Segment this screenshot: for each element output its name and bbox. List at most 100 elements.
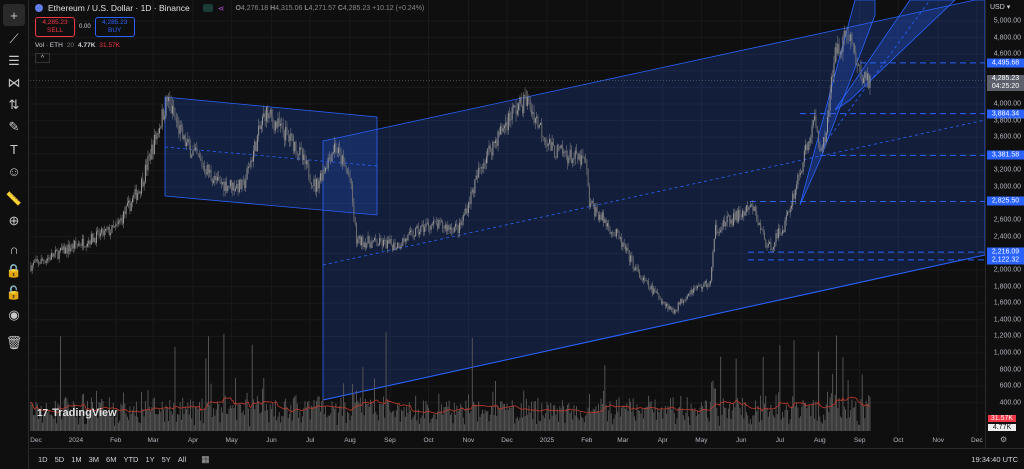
candle (355, 223, 357, 244)
candle (245, 179, 247, 188)
level-price-label[interactable]: 2,825.50 (987, 196, 1024, 206)
time-tick: Mar (617, 437, 629, 444)
range-button-3m[interactable]: 3M (88, 454, 100, 464)
candle (411, 230, 413, 232)
sell-button[interactable]: 4,285.23 SELL (35, 17, 75, 37)
candle (540, 122, 542, 125)
range-button-6m[interactable]: 6M (106, 454, 117, 464)
collapse-legend-button[interactable]: ^ (35, 53, 50, 63)
volume-bar (731, 410, 733, 431)
candle (34, 261, 36, 263)
candle (738, 209, 740, 222)
fib-icon[interactable]: ☰ (8, 53, 20, 68)
range-button-1m[interactable]: 1M (71, 454, 82, 464)
currency-select[interactable]: USD ▾ (990, 4, 1011, 11)
range-button-5d[interactable]: 5D (54, 454, 65, 464)
volume-bar (643, 418, 644, 431)
volume-bar (66, 398, 68, 431)
volume-bar (471, 337, 473, 431)
volume-bar (666, 413, 668, 431)
volume-bar (94, 414, 96, 431)
level-price-label[interactable]: 3,884.34 (987, 109, 1024, 119)
candle (461, 220, 463, 226)
trash-icon[interactable]: 🗑 (5, 335, 23, 350)
volume-bar (756, 411, 758, 431)
candle (675, 310, 677, 312)
time-tick: Aug (344, 437, 356, 444)
volume-bar (192, 401, 194, 431)
volume-bar (283, 401, 285, 431)
candle (763, 232, 765, 240)
date-range-icon[interactable]: ▦ (201, 453, 210, 464)
volume-bar (326, 417, 328, 431)
magnet-icon[interactable]: ∩ (9, 241, 19, 257)
brush-icon[interactable]: ✎ (8, 119, 20, 134)
price-axis[interactable]: USD ▾ 4,495.68 3,884.34 3,381.58 2,825.50 2,… (985, 0, 1024, 448)
candle (406, 238, 408, 241)
range-button-5y[interactable]: 5Y (161, 454, 171, 464)
candle (642, 277, 644, 281)
candle (125, 206, 127, 215)
range-button-ytd[interactable]: YTD (123, 454, 139, 464)
candle (90, 233, 92, 245)
candle (160, 127, 162, 129)
pattern-icon[interactable]: ⋈ (7, 75, 21, 90)
volume-bar (470, 411, 472, 431)
range-button-all[interactable]: All (177, 454, 187, 464)
volume-bar (301, 416, 303, 431)
candle (487, 148, 489, 157)
volume-bar (290, 404, 292, 431)
volume-bar (782, 411, 783, 431)
volume-bar (649, 402, 651, 431)
candle (533, 112, 535, 123)
volume-bar (776, 414, 778, 431)
candle (846, 34, 848, 36)
candle (520, 97, 522, 106)
volume-bar (67, 403, 69, 431)
level-price-label[interactable]: 3,381.58 (987, 150, 1024, 160)
candle (788, 211, 790, 213)
candle (326, 167, 328, 169)
volume-ma-line (30, 396, 871, 415)
eye-icon[interactable]: ◉ (8, 307, 20, 322)
unlock-icon[interactable]: 🔓 (5, 285, 23, 300)
candle (444, 224, 446, 229)
lock-drawing-icon[interactable]: 🔒 (5, 263, 23, 278)
symbol-title[interactable]: Ethereum / U.S. Dollar · 1D · Binance (48, 3, 190, 13)
volume-bar (644, 407, 646, 431)
volume-bar (138, 422, 140, 431)
candle (834, 47, 836, 64)
volume-bar (366, 404, 368, 431)
zoom-in-icon[interactable]: ⊕ (8, 213, 20, 228)
text-icon[interactable]: T (10, 141, 18, 157)
level-price-label[interactable]: 2,216.09 (987, 247, 1024, 257)
candle (325, 167, 327, 172)
level-price-label[interactable]: 2,122.32 (987, 255, 1024, 265)
candle (603, 212, 605, 223)
level-price-label[interactable]: 4,495.68 (987, 58, 1024, 68)
candle (726, 215, 728, 223)
trendline-icon[interactable]: ⟋ (9, 31, 19, 46)
volume-bar (779, 345, 781, 431)
range-button-1d[interactable]: 1D (38, 454, 48, 464)
range-button-1y[interactable]: 1Y (145, 454, 155, 464)
projection-icon[interactable]: ⇅ (8, 97, 20, 112)
price-chart[interactable] (30, 0, 985, 432)
time-axis[interactable]: Dec 2024 Feb Mar Apr May Jun Jul Aug Sep Oct Nov Dec… (30, 432, 985, 448)
volume-bar (404, 416, 406, 431)
ruler-icon[interactable]: 📏 (5, 191, 23, 206)
candle (532, 112, 534, 114)
share-icon[interactable]: ⋖ (217, 3, 225, 13)
buy-button[interactable]: 4,285.23 BUY (94, 17, 135, 37)
candle (789, 208, 791, 213)
candle (574, 150, 576, 158)
volume-bar (596, 411, 598, 431)
candle (332, 151, 334, 154)
settings-icon[interactable]: ⚙ (1000, 435, 1008, 444)
volume-bar (49, 414, 51, 431)
crosshair-icon[interactable]: + (3, 4, 25, 26)
volume-bar (663, 409, 665, 431)
clock[interactable]: 19:34:40 UTC (971, 454, 1018, 464)
volume-bar (390, 412, 392, 431)
emoji-icon[interactable]: ☺ (7, 163, 21, 179)
